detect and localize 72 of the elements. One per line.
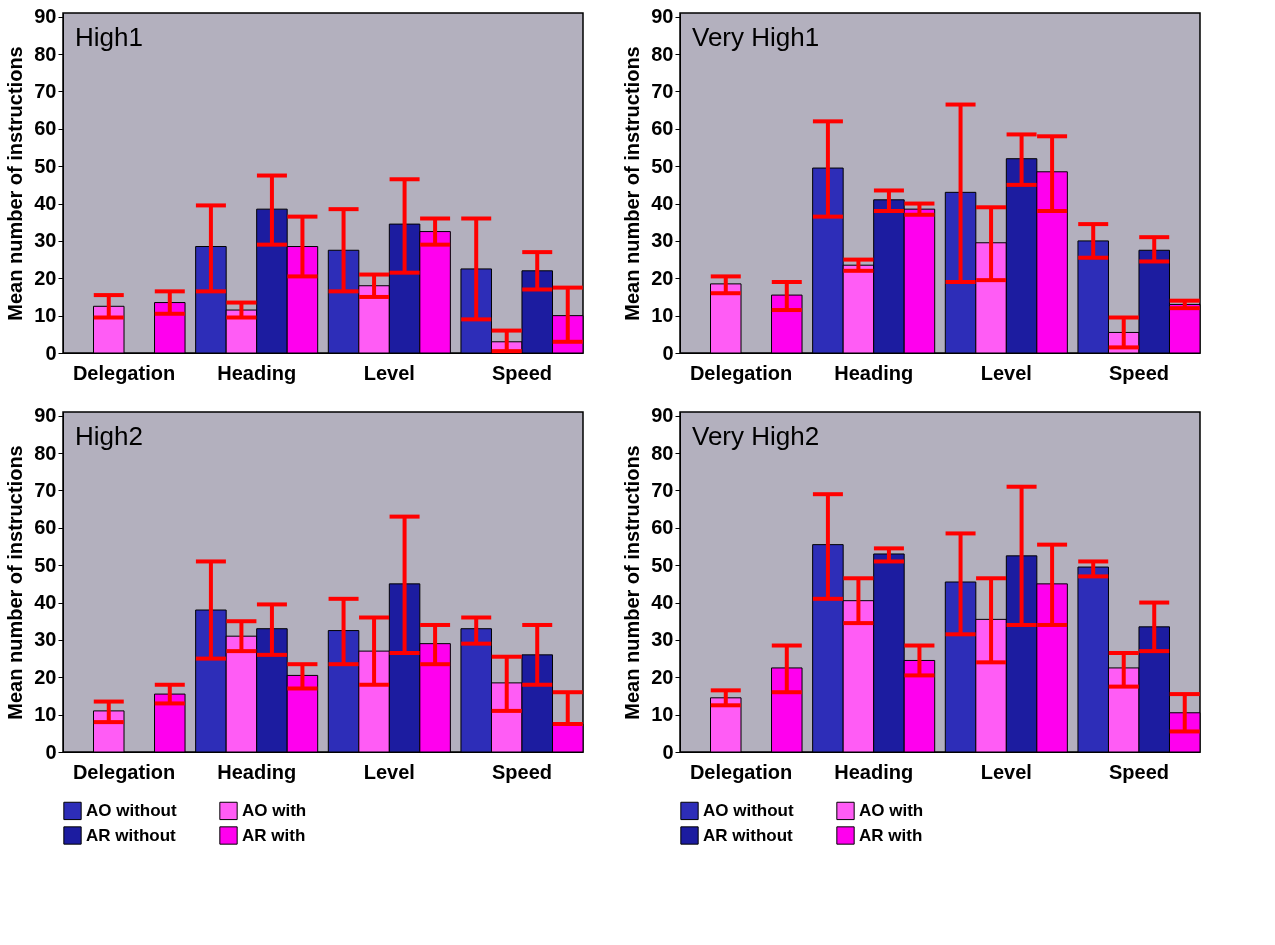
y-tick-label: 50 bbox=[651, 154, 674, 177]
y-tick-label: 0 bbox=[662, 740, 674, 763]
y-tick-label: 20 bbox=[34, 665, 57, 688]
legend-label: AR without bbox=[86, 825, 177, 845]
y-tick-label: 70 bbox=[651, 79, 674, 102]
x-tick-label: Speed bbox=[491, 361, 552, 384]
x-tick-label: Level bbox=[363, 361, 415, 384]
y-tick-label: 60 bbox=[651, 516, 674, 539]
y-axis-title: Mean number of instructions bbox=[4, 46, 27, 321]
y-tick-label: 70 bbox=[34, 79, 57, 102]
legend-label: AR with bbox=[859, 825, 923, 845]
y-tick-label: 0 bbox=[45, 740, 57, 763]
x-tick-label: Level bbox=[363, 760, 415, 783]
y-tick-label: 10 bbox=[651, 304, 674, 327]
chart-title: High2 bbox=[75, 421, 143, 451]
y-tick-label: 90 bbox=[651, 5, 674, 28]
y-tick-label: 60 bbox=[651, 117, 674, 140]
y-tick-label: 90 bbox=[651, 404, 674, 427]
y-tick-label: 90 bbox=[34, 5, 57, 28]
y-tick-label: 10 bbox=[651, 703, 674, 726]
x-tick-label: Heading bbox=[834, 760, 914, 783]
x-tick-label: Delegation bbox=[72, 760, 176, 783]
y-tick-label: 50 bbox=[651, 553, 674, 576]
legend-label: AR with bbox=[242, 825, 306, 845]
x-tick-label: Speed bbox=[1108, 361, 1169, 384]
y-tick-label: 10 bbox=[34, 703, 57, 726]
y-tick-label: 60 bbox=[34, 516, 57, 539]
y-tick-label: 40 bbox=[651, 591, 674, 614]
chart-title: Very High2 bbox=[692, 421, 820, 451]
x-tick-label: Level bbox=[980, 760, 1032, 783]
x-tick-label: Speed bbox=[491, 760, 552, 783]
y-tick-label: 30 bbox=[651, 229, 674, 252]
y-tick-label: 10 bbox=[34, 304, 57, 327]
y-tick-label: 70 bbox=[34, 478, 57, 501]
x-tick-label: Heading bbox=[217, 361, 297, 384]
y-tick-label: 80 bbox=[34, 42, 57, 65]
y-tick-label: 40 bbox=[651, 192, 674, 215]
y-tick-label: 40 bbox=[34, 192, 57, 215]
x-tick-label: Heading bbox=[834, 361, 914, 384]
legend-label: AO with bbox=[859, 800, 924, 820]
y-tick-label: 30 bbox=[34, 229, 57, 252]
y-axis-title: Mean number of instructions bbox=[4, 445, 27, 720]
y-tick-label: 50 bbox=[34, 154, 57, 177]
y-tick-label: 30 bbox=[651, 628, 674, 651]
legend-label: AO without bbox=[86, 800, 177, 820]
y-tick-label: 20 bbox=[651, 665, 674, 688]
x-tick-label: Speed bbox=[1108, 760, 1169, 783]
x-tick-label: Delegation bbox=[689, 760, 793, 783]
chart-title: Very High1 bbox=[692, 22, 820, 52]
y-tick-label: 30 bbox=[34, 628, 57, 651]
chart-title: High1 bbox=[75, 22, 143, 52]
x-tick-label: Delegation bbox=[72, 361, 176, 384]
y-tick-label: 0 bbox=[662, 341, 674, 364]
y-tick-label: 80 bbox=[34, 441, 57, 464]
legend-label: AO with bbox=[242, 800, 307, 820]
y-axis-title: Mean number of instructions bbox=[621, 445, 644, 720]
y-tick-label: 90 bbox=[34, 404, 57, 427]
y-axis-title: Mean number of instructions bbox=[621, 46, 644, 321]
y-tick-label: 0 bbox=[45, 341, 57, 364]
y-tick-label: 50 bbox=[34, 553, 57, 576]
legend-label: AO without bbox=[703, 800, 794, 820]
x-tick-label: Delegation bbox=[689, 361, 793, 384]
y-tick-label: 20 bbox=[651, 266, 674, 289]
x-tick-label: Level bbox=[980, 361, 1032, 384]
x-tick-label: Heading bbox=[217, 760, 297, 783]
legend-label: AR without bbox=[703, 825, 794, 845]
y-tick-label: 40 bbox=[34, 591, 57, 614]
y-tick-label: 60 bbox=[34, 117, 57, 140]
y-tick-label: 80 bbox=[651, 441, 674, 464]
y-tick-label: 80 bbox=[651, 42, 674, 65]
y-tick-label: 70 bbox=[651, 478, 674, 501]
y-tick-label: 20 bbox=[34, 266, 57, 289]
